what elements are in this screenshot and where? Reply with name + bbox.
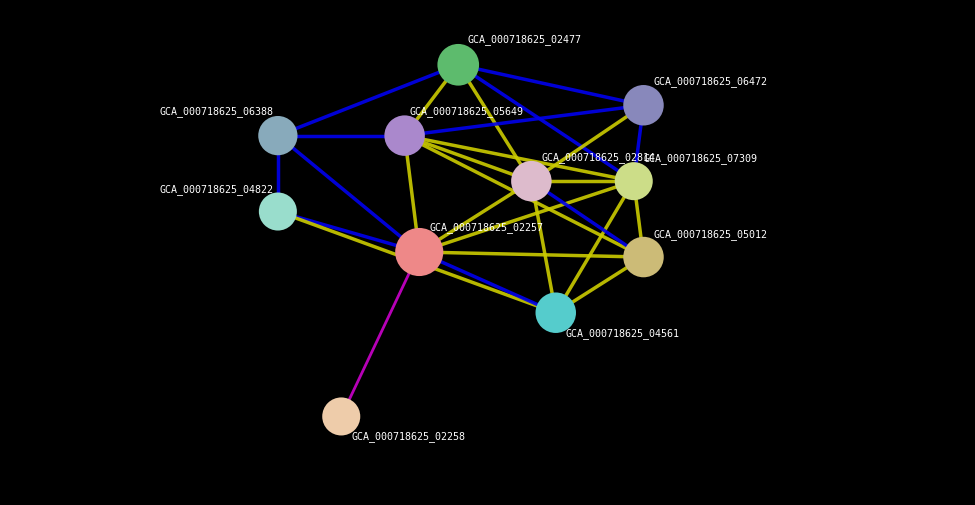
Text: GCA_000718625_02477: GCA_000718625_02477 <box>468 33 582 44</box>
Text: GCA_000718625_06472: GCA_000718625_06472 <box>653 76 767 87</box>
Point <box>636 102 651 110</box>
Point <box>636 254 651 262</box>
Text: GCA_000718625_02814: GCA_000718625_02814 <box>541 152 655 163</box>
Point <box>270 208 286 216</box>
Text: GCA_000718625_04561: GCA_000718625_04561 <box>566 327 680 338</box>
Point <box>333 413 349 421</box>
Point <box>270 132 286 140</box>
Text: GCA_000718625_02257: GCA_000718625_02257 <box>429 221 543 232</box>
Point <box>626 178 642 186</box>
Text: GCA_000718625_05012: GCA_000718625_05012 <box>653 229 767 240</box>
Point <box>397 132 412 140</box>
Text: GCA_000718625_05649: GCA_000718625_05649 <box>410 106 524 117</box>
Text: GCA_000718625_04822: GCA_000718625_04822 <box>159 183 273 194</box>
Text: GCA_000718625_02258: GCA_000718625_02258 <box>351 430 465 441</box>
Point <box>411 248 427 257</box>
Text: GCA_000718625_07309: GCA_000718625_07309 <box>644 153 758 164</box>
Point <box>548 309 564 317</box>
Text: GCA_000718625_06388: GCA_000718625_06388 <box>159 106 273 117</box>
Point <box>524 178 539 186</box>
Point <box>450 62 466 70</box>
